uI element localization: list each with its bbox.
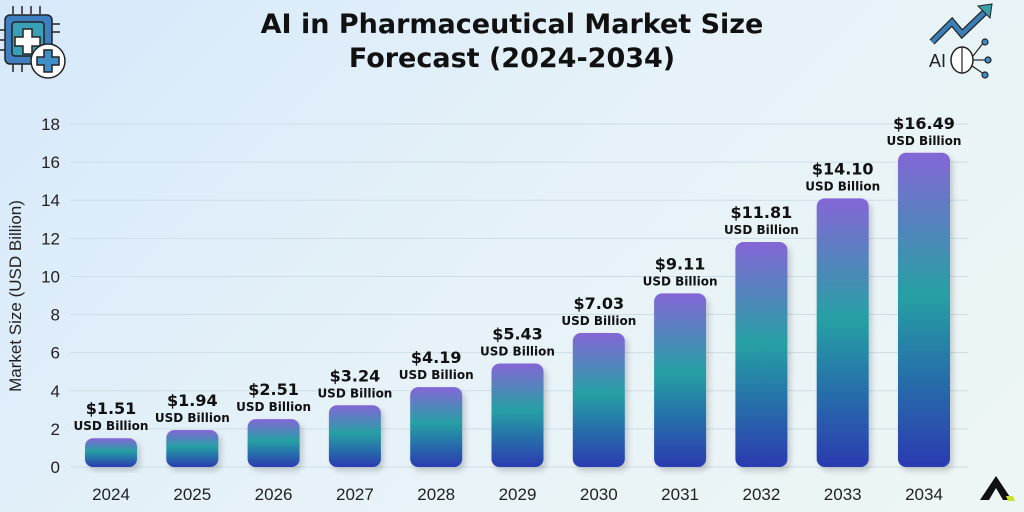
bar-2032 [735,241,788,467]
y-tick-label: 0 [51,458,60,477]
bar-2028 [410,387,463,467]
bar-2024 [85,438,137,467]
data-label-unit: USD Billion [480,345,555,359]
bar-2025 [166,430,219,467]
bar-2034 [898,152,950,467]
y-tick-label: 16 [41,153,60,172]
x-tick-label: 2031 [661,485,699,504]
bar-2029 [491,363,544,467]
data-label-unit: USD Billion [724,223,799,237]
x-tick-label: 2034 [905,485,943,504]
y-tick-label: 2 [51,420,60,439]
x-tick-label: 2030 [580,485,618,504]
data-label-value: $2.51 [248,380,299,399]
svg-text:AI: AI [929,51,946,71]
x-tick-label: 2026 [255,485,293,504]
ai-growth-brain-icon: AI [929,3,993,79]
y-tick-label: 8 [51,306,60,325]
data-label-value: $5.43 [492,325,543,344]
bar-2027 [328,405,381,467]
data-label-value: $14.10 [812,159,874,178]
x-tick-label: 2027 [336,485,374,504]
title-line-1: AI in Pharmaceutical Market Size [260,9,764,40]
x-tick-label: 2029 [499,485,537,504]
data-label-value: $1.94 [167,391,218,410]
chart-title: AI in Pharmaceutical Market Size Forecas… [0,8,1024,76]
data-label-value: $1.51 [86,399,137,418]
bar-2033 [816,198,869,468]
data-label-unit: USD Billion [643,274,718,288]
data-label-unit: USD Billion [74,419,149,433]
x-tick-label: 2028 [417,485,455,504]
y-tick-label: 10 [41,267,60,286]
title-line-2: Forecast (2024-2034) [348,43,676,74]
data-label-value: $3.24 [330,366,381,385]
data-label-value: $16.49 [893,114,955,133]
x-tick-label: 2025 [173,485,211,504]
y-axis-label: Market Size (USD Billion) [6,200,25,392]
data-label-unit: USD Billion [317,386,392,400]
data-label-value: $4.19 [411,348,462,367]
x-tick-label: 2033 [824,485,862,504]
data-label-unit: USD Billion [399,368,474,382]
data-label-value: $11.81 [731,203,793,222]
x-tick-label: 2024 [92,485,130,504]
medical-chip-icon [0,6,66,79]
y-tick-label: 14 [41,191,60,210]
data-label-unit: USD Billion [155,411,230,425]
y-tick-label: 18 [41,115,60,134]
bar-2026 [247,419,300,467]
data-label-value: $7.03 [573,294,624,313]
y-tick-label: 12 [41,229,60,248]
data-label-unit: USD Billion [887,134,962,148]
y-tick-label: 6 [51,344,60,363]
data-label-unit: USD Billion [236,400,311,414]
data-label-value: $9.11 [655,254,706,273]
brand-logo-icon [980,476,1015,501]
data-label-unit: USD Billion [561,314,636,328]
bar-2030 [572,333,625,467]
data-label-unit: USD Billion [805,179,880,193]
y-tick-label: 4 [51,382,60,401]
bar-2031 [654,293,707,467]
x-tick-label: 2032 [742,485,780,504]
